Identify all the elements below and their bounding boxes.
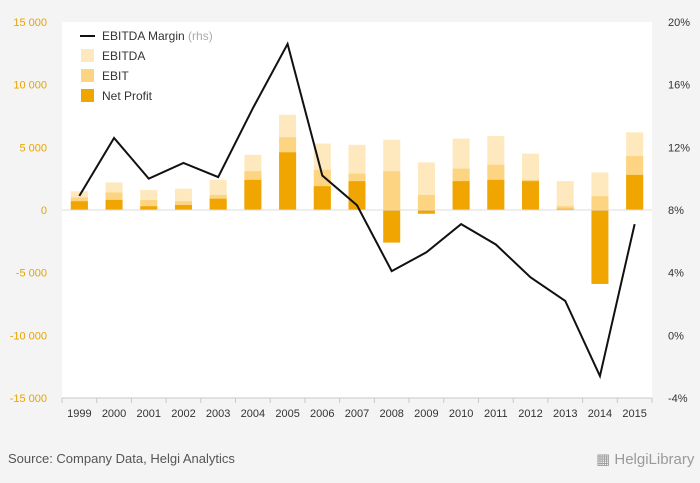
legend-swatch — [81, 49, 94, 62]
bar-ebit — [556, 206, 574, 210]
x-tick-label: 2011 — [484, 408, 508, 420]
y-right-tick-label: 4% — [668, 268, 684, 280]
line-ebitda-margin — [78, 41, 636, 380]
y-right-tick-label: 8% — [668, 205, 684, 217]
legend-label: EBITDA Margin (rhs) — [102, 29, 213, 43]
bar-ebit — [383, 171, 401, 210]
y-right-tick-label: 16% — [668, 80, 690, 92]
y-right-tick-label: 12% — [668, 142, 690, 154]
bar-net-profit — [522, 181, 540, 210]
bar-net-profit — [417, 210, 435, 214]
bar-net-profit — [556, 208, 574, 210]
x-tick-label: 1999 — [67, 408, 91, 420]
chart: 15 000 10 000 5 000 0 -5 000 -10 000 -15 000 20… — [10, 17, 691, 420]
y-right-tick-label: 20% — [668, 17, 690, 29]
y-left-tick-label: -5 000 — [16, 268, 47, 280]
x-tick-label: 2001 — [137, 408, 161, 420]
x-tick-label: 2012 — [518, 408, 542, 420]
x-tick-label: 2007 — [345, 408, 369, 420]
source-note: Source: Company Data, Helgi Analytics — [8, 451, 235, 466]
bar-net-profit — [626, 174, 644, 210]
bar-ebit — [591, 196, 609, 210]
legend-swatch — [81, 69, 94, 82]
bar-net-profit — [140, 206, 158, 210]
x-tick-label: 2003 — [206, 408, 230, 420]
x-tick-label: 2002 — [171, 408, 195, 420]
x-tick-label: 2005 — [275, 408, 299, 420]
x-tick-label: 2013 — [553, 408, 577, 420]
y-left-tick-label: -15 000 — [10, 393, 47, 405]
x-tick-label: 2000 — [102, 408, 126, 420]
x-tick-label: 2009 — [414, 408, 438, 420]
y-left-tick-label: 15 000 — [13, 17, 47, 29]
bar-net-profit — [452, 181, 470, 210]
legend-swatch — [81, 89, 94, 102]
legend-suffix: (rhs) — [185, 29, 213, 43]
bar-ebit — [417, 194, 435, 210]
bar-net-profit — [279, 152, 297, 210]
bar-net-profit — [383, 210, 401, 243]
legend-label: Net Profit — [102, 89, 153, 103]
x-tick-label: 2006 — [310, 408, 334, 420]
bar-ebit — [140, 199, 158, 210]
bar-net-profit — [591, 210, 609, 284]
bar-net-profit — [70, 201, 88, 210]
brand-logo: ▦ HelgiLibrary — [596, 450, 694, 468]
y-right-tick-label: 0% — [668, 330, 684, 342]
y-right-tick-label: -4% — [668, 393, 688, 405]
y-left-tick-label: -10 000 — [10, 330, 47, 342]
bar-net-profit — [174, 204, 192, 210]
bar-net-profit — [244, 179, 262, 210]
y-left-tick-label: 5 000 — [19, 142, 47, 154]
y-left-tick-label: 0 — [41, 205, 47, 217]
x-tick-label: 2014 — [588, 408, 612, 420]
x-tick-label: 2008 — [379, 408, 403, 420]
x-tick-label: 2015 — [622, 408, 646, 420]
bar-net-profit — [105, 199, 123, 210]
brand-name: HelgiLibrary — [614, 451, 695, 468]
bar-net-profit — [209, 198, 227, 210]
y-left-tick-label: 10 000 — [13, 80, 47, 92]
bar-ebitda — [556, 181, 574, 210]
library-icon: ▦ — [596, 451, 611, 468]
bar-net-profit — [313, 186, 331, 210]
legend-label: EBITDA — [102, 49, 145, 63]
bar-net-profit — [487, 179, 505, 210]
x-tick-label: 2004 — [241, 408, 265, 420]
x-tick-label: 2010 — [449, 408, 473, 420]
legend-label: EBIT — [102, 69, 129, 83]
